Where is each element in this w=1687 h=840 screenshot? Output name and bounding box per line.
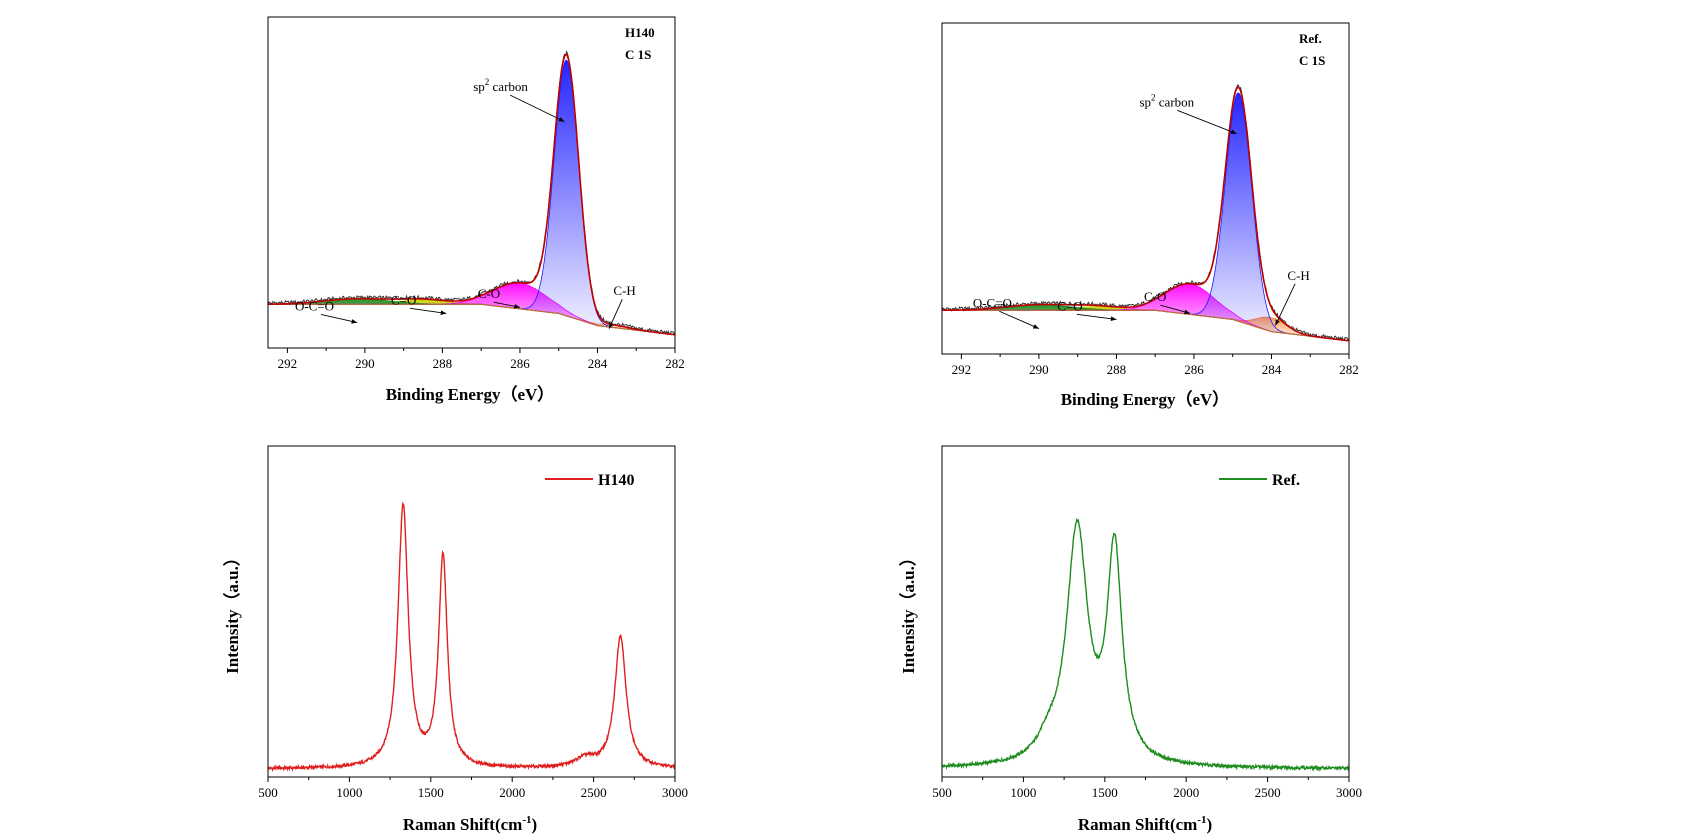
annotation-label: C=O (391, 292, 416, 307)
arrow-head (1184, 309, 1191, 315)
plot-area (942, 517, 1349, 772)
annotation-arrow (999, 310, 1040, 329)
x-tick-label: 284 (588, 356, 608, 371)
x-tick-label: 1500 (1092, 785, 1118, 800)
annotation-label: C=O (1057, 298, 1082, 313)
panel-tag: H140 (625, 25, 655, 40)
annotation-arrow (1177, 109, 1237, 135)
x-tick-label: 290 (1029, 362, 1049, 377)
x-tick-label: 2500 (1255, 785, 1281, 800)
x-tick-label: 284 (1262, 362, 1282, 377)
plot-frame (941, 22, 1350, 355)
x-tick-label: 292 (952, 362, 972, 377)
chart-raman_h140: H140 Intensity（a.u.） 500 1000 1500 2000 2500 30… (222, 445, 688, 834)
series-line-h140 (268, 501, 675, 773)
arrow-head (1110, 316, 1117, 322)
x-tick-label: 3000 (662, 785, 688, 800)
arrow-head (609, 322, 614, 329)
x-tick-label: 1500 (418, 785, 444, 800)
x-axis-title: Raman Shift(cm-1) (403, 814, 537, 834)
plot-frame (267, 445, 676, 778)
x-tick-label: 2500 (581, 785, 607, 800)
annotation-arrow (509, 94, 565, 123)
plot-area (268, 50, 675, 336)
peak-c-o (942, 306, 1349, 342)
x-tick-label: 286 (1184, 362, 1204, 377)
annotation-label: C-O (478, 286, 500, 301)
x-tick-label: 282 (1339, 362, 1359, 377)
annotation-arrow (409, 307, 447, 314)
y-axis-title: Intensity（a.u.） (898, 549, 918, 674)
x-tick-label: 1000 (1010, 785, 1036, 800)
annotation-label: C-H (1287, 268, 1309, 283)
x-tick-label: 1000 (336, 785, 362, 800)
chart-xps_ref: sp2 carbon C-O C=O O-C=O C-H Ref. C 1S 292 290 28… (941, 22, 1359, 409)
plot-area (942, 84, 1349, 342)
x-tick-label: 286 (510, 356, 530, 371)
panel-tag: C 1S (625, 47, 651, 62)
x-tick-label: 500 (932, 785, 952, 800)
legend-label: Ref. (1272, 472, 1300, 489)
arrow-head (1230, 129, 1237, 134)
x-axis-title: Binding Energy（eV） (386, 384, 555, 404)
annotation-label: sp2 carbon (473, 77, 528, 94)
annotation-arrow (1076, 313, 1117, 320)
legend-label: H140 (598, 472, 634, 489)
annotation-label: sp2 carbon (1139, 92, 1194, 109)
panel-tag: C 1S (1299, 53, 1325, 68)
annotation-arrow (1274, 283, 1296, 326)
chart-xps_h140: sp2 carbon C-O C=O O-C=O C-H H140 C 1S 292 290 28… (267, 16, 685, 404)
x-tick-label: 2000 (499, 785, 525, 800)
panel-tag: Ref. (1299, 31, 1322, 46)
x-tick-label: 292 (278, 356, 298, 371)
arrow-head (514, 304, 520, 309)
background-line (942, 309, 1349, 342)
x-tick-label: 500 (258, 785, 278, 800)
x-tick-label: 3000 (1336, 785, 1362, 800)
envelope-line (268, 53, 675, 336)
x-tick-label: 288 (1107, 362, 1127, 377)
annotation-label: C-O (1144, 289, 1166, 304)
series-line-ref (942, 517, 1349, 772)
x-tick-label: 290 (355, 356, 375, 371)
y-axis-title: Intensity（a.u.） (222, 549, 242, 674)
plot-frame (267, 16, 676, 349)
background-line (268, 303, 675, 336)
annotation-label: O-C=O (973, 295, 1012, 310)
arrow-head (440, 310, 447, 315)
plot-frame (941, 445, 1350, 778)
annotation-label: C-H (613, 283, 635, 298)
envelope-line (942, 86, 1349, 342)
annotation-arrow (320, 313, 358, 324)
x-tick-label: 2000 (1173, 785, 1199, 800)
x-axis-title: Binding Energy（eV） (1061, 389, 1230, 409)
arrow-head (558, 117, 565, 122)
arrow-head (1032, 324, 1039, 329)
x-tick-label: 288 (433, 356, 453, 371)
x-tick-label: 282 (665, 356, 685, 371)
plot-area (268, 501, 675, 773)
arrow-head (351, 319, 358, 324)
arrow-head (1275, 319, 1280, 326)
x-axis-title: Raman Shift(cm-1) (1078, 814, 1212, 834)
annotation-label: O-C=O (295, 298, 334, 313)
chart-raman_ref: Ref. Intensity（a.u.） 500 1000 1500 2000 2500 30… (898, 445, 1362, 834)
